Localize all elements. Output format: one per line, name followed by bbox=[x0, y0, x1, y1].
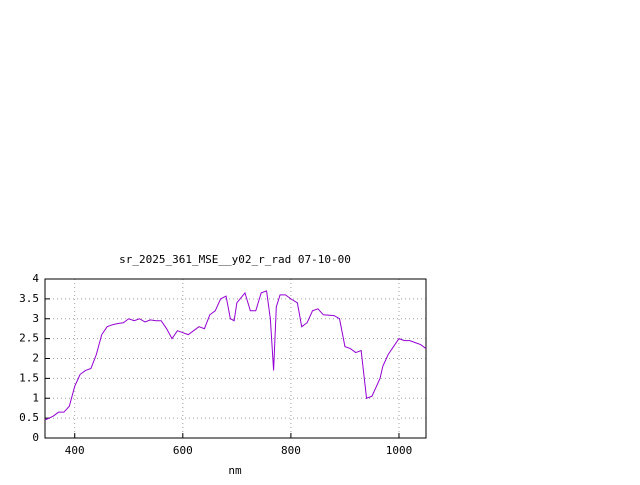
y-tick-label: 1 bbox=[32, 391, 39, 404]
x-tick-label: 400 bbox=[65, 444, 85, 457]
chart-title: sr_2025_361_MSE__y02_r_rad 07-10-00 bbox=[119, 253, 351, 266]
x-tick-label: 600 bbox=[173, 444, 193, 457]
y-tick-label: 1.5 bbox=[19, 371, 39, 384]
y-tick-label: 3 bbox=[32, 312, 39, 325]
x-tick-label: 800 bbox=[281, 444, 301, 457]
x-tick-label: 1000 bbox=[386, 444, 413, 457]
y-tick-label: 4 bbox=[32, 272, 39, 285]
y-tick-label: 0 bbox=[32, 431, 39, 444]
y-tick-label: 2.5 bbox=[19, 332, 39, 345]
y-tick-label: 2 bbox=[32, 352, 39, 365]
data-line bbox=[44, 290, 427, 421]
y-tick-label: 0.5 bbox=[19, 411, 39, 424]
y-tick-label: 3.5 bbox=[19, 292, 39, 305]
plot-frame bbox=[44, 278, 427, 439]
x-axis-label: nm bbox=[228, 464, 242, 477]
